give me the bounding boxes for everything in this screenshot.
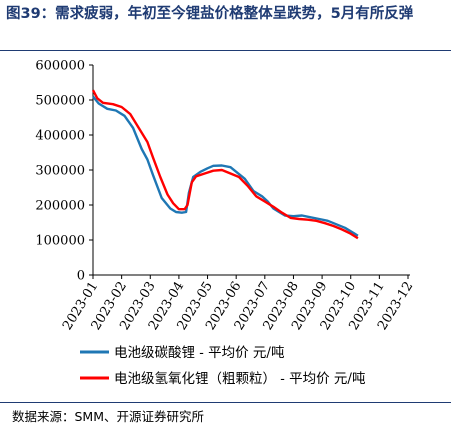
legend-label-1: 电池级碳酸锂 - 平均价 元/吨 (114, 345, 284, 361)
y-tick-label: 500000 (35, 94, 85, 109)
figure-source: 数据来源：SMM、开源证券研究所 (12, 409, 205, 424)
y-tick-label: 600000 (35, 59, 85, 74)
y-axis: 0 100000 200000 300000 400000 500000 600000 (35, 59, 94, 284)
line-chart: 0 100000 200000 300000 400000 500000 600000 20… (35, 59, 416, 388)
legend-label-2: 电池级氢氧化锂（粗颗粒） - 平均价 元/吨 (114, 371, 365, 387)
source-rule (0, 402, 451, 403)
y-tick-label: 300000 (35, 164, 85, 179)
y-tick-label: 400000 (35, 129, 85, 144)
title-rule (0, 50, 451, 51)
x-axis: 2023-012023-022023-032023-042023-052023-… (60, 274, 416, 333)
y-tick-label: 0 (77, 269, 85, 284)
series-line-1 (92, 95, 359, 237)
series-lines (91, 89, 359, 240)
y-tick-label: 200000 (35, 199, 85, 214)
series-line-2 (91, 89, 359, 240)
y-tick-label: 100000 (35, 234, 85, 249)
figure-title: 图39：需求疲弱，年初至今锂盐价格整体呈跌势，5月有所反弹 (6, 6, 414, 22)
